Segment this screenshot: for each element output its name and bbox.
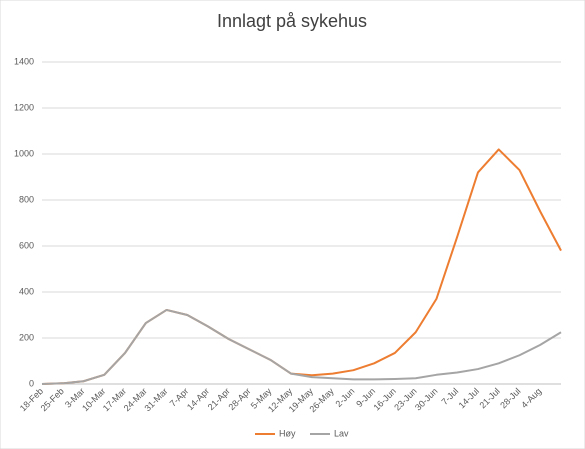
- y-tick-label: 600: [19, 240, 34, 250]
- legend-label: Høy: [279, 428, 296, 438]
- y-tick-label: 800: [19, 194, 34, 204]
- y-tick-label: 1200: [14, 102, 34, 112]
- y-tick-label: 400: [19, 286, 34, 296]
- line: [41, 308, 562, 385]
- y-tick-label: 0: [29, 378, 34, 388]
- y-tick-label: 200: [19, 332, 34, 342]
- chart-title: Innlagt på sykehus: [217, 11, 367, 31]
- y-tick-label: 1000: [14, 148, 34, 158]
- legend-label: Lav: [334, 428, 349, 438]
- y-tick-label: 1400: [14, 56, 34, 66]
